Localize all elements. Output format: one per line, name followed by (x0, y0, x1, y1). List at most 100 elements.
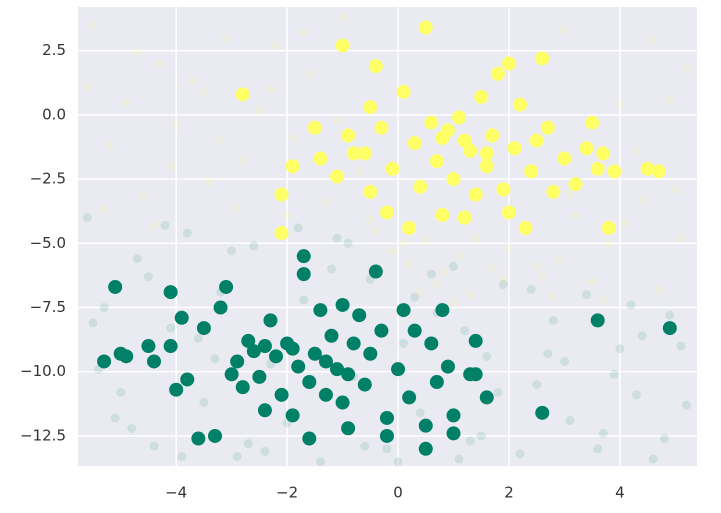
point (274, 187, 289, 202)
point (132, 48, 142, 58)
x-tick-label: 0 (393, 484, 403, 502)
point (88, 318, 98, 328)
point (457, 133, 472, 148)
point (579, 141, 594, 156)
point (321, 197, 331, 207)
point (335, 297, 350, 312)
point (216, 136, 226, 146)
point (357, 377, 372, 392)
point (357, 146, 372, 161)
point (341, 367, 356, 382)
point (418, 418, 433, 433)
point (402, 220, 417, 235)
point (596, 146, 611, 161)
point (681, 64, 691, 74)
point (485, 128, 500, 143)
point (368, 264, 383, 279)
point (504, 243, 514, 253)
point (330, 362, 345, 377)
point (235, 87, 250, 102)
point (565, 416, 575, 426)
point (324, 328, 339, 343)
point (662, 321, 677, 336)
point (590, 161, 605, 176)
point (360, 441, 370, 451)
point (191, 431, 206, 446)
point (171, 120, 181, 130)
point (524, 164, 539, 179)
point (163, 285, 178, 300)
point (468, 367, 483, 382)
point (559, 356, 569, 366)
point (82, 82, 92, 92)
point (149, 220, 159, 230)
point (471, 233, 481, 243)
point (299, 28, 309, 38)
point (385, 161, 400, 176)
point (532, 380, 542, 390)
point (496, 182, 511, 197)
point (132, 254, 142, 264)
point (307, 346, 322, 361)
point (330, 169, 345, 184)
point (235, 380, 250, 395)
point (196, 321, 211, 336)
point (449, 261, 459, 271)
point (210, 354, 220, 364)
point (474, 89, 489, 104)
point (318, 387, 333, 402)
point (232, 202, 242, 212)
point (335, 395, 350, 410)
x-tick-label: 4 (615, 484, 625, 502)
point (540, 120, 555, 135)
point (119, 349, 134, 364)
point (659, 434, 669, 444)
point (299, 295, 309, 305)
point (363, 100, 378, 115)
point (601, 220, 616, 235)
point (285, 159, 300, 174)
point (637, 331, 647, 341)
point (435, 208, 450, 223)
point (582, 290, 592, 300)
point (199, 87, 209, 97)
y-tick-label: −2.5 (30, 170, 66, 188)
point (418, 441, 433, 456)
point (97, 354, 112, 369)
point (399, 338, 409, 348)
point (651, 164, 666, 179)
x-tick-label: −4 (165, 484, 187, 502)
point (518, 220, 533, 235)
point (271, 41, 281, 51)
point (341, 128, 356, 143)
point (238, 156, 248, 166)
y-tick-label: −12.5 (20, 426, 66, 444)
point (665, 310, 675, 320)
point (304, 69, 314, 79)
point (302, 375, 317, 390)
point (274, 226, 289, 241)
point (396, 303, 411, 318)
point (537, 272, 547, 282)
point (402, 390, 417, 405)
y-tick-label: −5.0 (30, 234, 66, 252)
point (182, 228, 192, 238)
point (598, 428, 608, 438)
point (318, 354, 333, 369)
point (88, 20, 98, 30)
point (482, 351, 492, 361)
point (626, 300, 636, 310)
point (155, 59, 165, 69)
point (615, 344, 625, 354)
point (174, 310, 189, 325)
plot-area (78, 7, 697, 466)
point (99, 205, 109, 215)
point (274, 387, 289, 402)
point (82, 213, 92, 223)
point (607, 164, 622, 179)
point (193, 333, 203, 343)
point (446, 172, 461, 187)
point (368, 59, 383, 74)
point (338, 12, 348, 22)
point (391, 362, 406, 377)
